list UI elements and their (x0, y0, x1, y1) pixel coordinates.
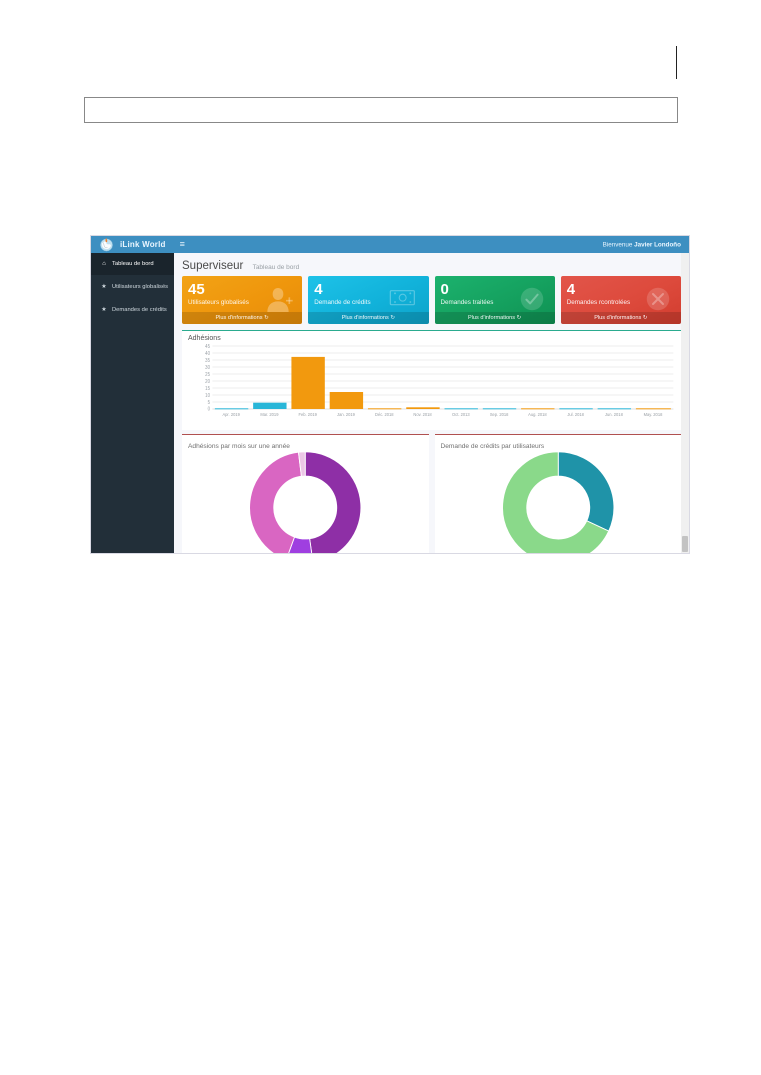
svg-text:10: 10 (205, 393, 210, 400)
svg-text:Oct. 2013: Oct. 2013 (452, 412, 470, 417)
svg-text:15: 15 (205, 386, 210, 393)
svg-text:40: 40 (205, 351, 210, 358)
svg-text:45: 45 (205, 344, 210, 350)
svg-text:0: 0 (208, 406, 211, 413)
svg-text:May. 2018: May. 2018 (644, 412, 663, 417)
svg-text:30: 30 (205, 365, 210, 372)
svg-text:Mar. 2019: Mar. 2019 (260, 412, 278, 417)
svg-text:Apr. 2019: Apr. 2019 (222, 412, 240, 417)
svg-text:Jan. 2019: Jan. 2019 (337, 412, 355, 417)
svg-text:Jul. 2018: Jul. 2018 (567, 412, 584, 417)
svg-text:Déc. 2018: Déc. 2018 (375, 412, 394, 417)
svg-text:20: 20 (205, 379, 210, 386)
svg-text:35: 35 (205, 358, 210, 365)
svg-text:5: 5 (208, 400, 211, 407)
svg-text:Feb. 2019: Feb. 2019 (299, 412, 318, 417)
svg-text:Aug. 2018: Aug. 2018 (528, 412, 547, 417)
svg-text:Sep. 2018: Sep. 2018 (490, 412, 509, 417)
svg-text:Jun. 2018: Jun. 2018 (605, 412, 623, 417)
svg-text:25: 25 (205, 372, 210, 379)
svg-text:Nov. 2018: Nov. 2018 (413, 412, 432, 417)
